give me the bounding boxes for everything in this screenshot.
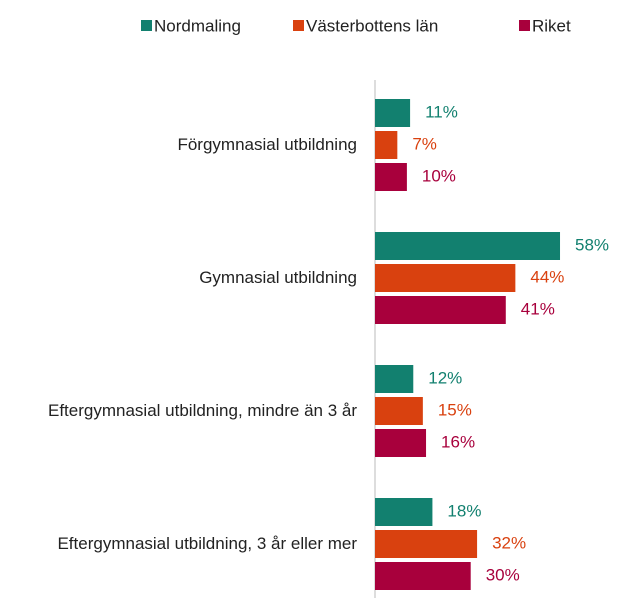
bar	[375, 498, 433, 526]
data-label: 41%	[521, 299, 555, 318]
bar	[375, 397, 423, 425]
bar	[375, 365, 414, 393]
data-label: 30%	[486, 565, 520, 584]
data-label: 10%	[422, 166, 456, 185]
bar	[375, 530, 478, 558]
bar	[375, 131, 398, 159]
bar	[375, 264, 516, 292]
legend-swatch	[519, 20, 530, 31]
category-text: Eftergymnasial utbildning, 3 år eller me…	[57, 534, 357, 553]
bar	[375, 232, 561, 260]
category-text: Förgymnasial utbildning	[177, 135, 357, 154]
bar	[375, 562, 471, 590]
data-label: 12%	[428, 368, 462, 387]
data-label: 15%	[438, 400, 472, 419]
data-label: 44%	[530, 267, 564, 286]
data-label: 58%	[575, 235, 609, 254]
legend-label: Västerbottens län	[306, 16, 438, 35]
legend-label: Nordmaling	[154, 16, 241, 35]
bar	[375, 163, 407, 191]
category-label: Förgymnasial utbildning	[7, 134, 357, 156]
data-label: 18%	[447, 501, 481, 520]
category-label: Eftergymnasial utbildning, 3 år eller me…	[7, 533, 357, 555]
bar	[375, 296, 506, 324]
data-label: 32%	[492, 533, 526, 552]
category-label: Gymnasial utbildning	[7, 267, 357, 289]
legend-swatch	[293, 20, 304, 31]
bar	[375, 429, 427, 457]
data-label: 16%	[441, 432, 475, 451]
category-label: Eftergymnasial utbildning, mindre än 3 å…	[7, 400, 357, 422]
bar	[375, 99, 411, 127]
category-text: Eftergymnasial utbildning, mindre än 3 å…	[48, 401, 357, 420]
category-text: Gymnasial utbildning	[199, 268, 357, 287]
legend-swatch	[141, 20, 152, 31]
legend-label: Riket	[532, 16, 571, 35]
data-label: 7%	[412, 134, 437, 153]
data-label: 11%	[425, 102, 458, 121]
